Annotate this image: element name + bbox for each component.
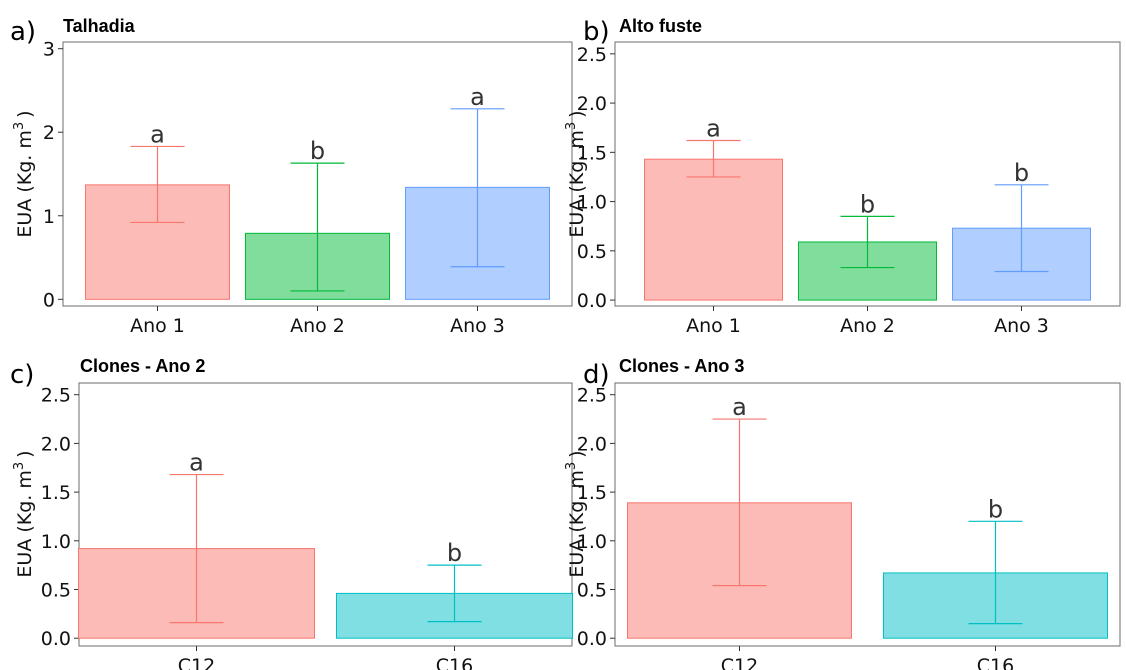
- x-tick-label: Ano 2: [840, 315, 895, 337]
- x-tick-label: Ano 3: [994, 315, 1049, 337]
- y-axis-label-superscript: 3: [564, 462, 579, 470]
- y-axis-label-text: EUA (Kg. m: [566, 470, 588, 577]
- y-axis-label: EUA (Kg. m3): [564, 450, 588, 577]
- bar: [644, 158, 783, 301]
- y-tick-label: 2.5: [577, 44, 607, 66]
- y-axis-label-text: EUA (Kg. m: [14, 470, 36, 577]
- panel-letter: a): [10, 17, 36, 47]
- significance-letter: b: [1014, 159, 1029, 187]
- x-tick-label: C12: [178, 655, 215, 670]
- x-tick-label: C16: [977, 655, 1014, 670]
- panel-letter: b): [583, 17, 610, 47]
- significance-letter: b: [447, 539, 462, 567]
- y-tick-label: 1: [43, 206, 55, 228]
- x-tick-label: C16: [436, 655, 473, 670]
- panel-letter: c): [10, 360, 34, 390]
- y-axis-label-close: ): [566, 110, 588, 117]
- y-tick-label: 1.5: [41, 482, 71, 504]
- plot-border: [614, 382, 1121, 647]
- y-axis-label: EUA (Kg. m3): [12, 450, 36, 577]
- y-tick-label: 1.0: [577, 531, 607, 553]
- panel-title: Talhadia: [63, 16, 136, 36]
- y-axis-label-text: EUA (Kg. m: [566, 130, 588, 237]
- y-tick-label: 1.5: [577, 482, 607, 504]
- x-tick-label: Ano 1: [686, 315, 741, 337]
- significance-letter: a: [706, 115, 721, 143]
- significance-letter: a: [150, 120, 165, 148]
- y-tick-label: 1.5: [577, 142, 607, 164]
- y-axis-label-superscript: 3: [12, 122, 27, 130]
- y-tick-label: 0.5: [577, 241, 607, 263]
- panel-title: Clones - Ano 3: [619, 356, 744, 376]
- significance-letter: b: [988, 495, 1003, 523]
- significance-letter: b: [310, 137, 325, 165]
- x-tick-label: Ano 1: [130, 315, 185, 337]
- y-tick-label: 0.5: [41, 580, 71, 602]
- y-tick-label: 1.0: [577, 192, 607, 214]
- panel-title: Alto fuste: [619, 16, 702, 36]
- significance-letter: a: [189, 449, 204, 477]
- y-axis-label: EUA (Kg. m3): [12, 110, 36, 237]
- y-tick-label: 2.0: [577, 93, 607, 115]
- panel-letter: d): [583, 360, 610, 390]
- y-axis-label-close: ): [14, 450, 36, 457]
- significance-letter: b: [860, 190, 875, 218]
- x-tick-label: Ano 2: [290, 315, 345, 337]
- y-axis-label: EUA (Kg. m3): [564, 110, 588, 237]
- y-tick-label: 0.0: [577, 628, 607, 650]
- y-axis-label-close: ): [566, 450, 588, 457]
- plot-border: [78, 382, 573, 647]
- y-tick-label: 2.0: [41, 433, 71, 455]
- y-tick-label: 2.5: [577, 385, 607, 407]
- y-tick-label: 3: [43, 39, 55, 61]
- y-tick-label: 0.0: [41, 628, 71, 650]
- significance-letter: a: [470, 83, 485, 111]
- y-tick-label: 0.0: [577, 290, 607, 312]
- y-tick-label: 2.0: [577, 433, 607, 455]
- y-axis-label-superscript: 3: [564, 122, 579, 130]
- significance-letter: a: [732, 393, 747, 421]
- x-tick-label: C12: [721, 655, 758, 670]
- y-tick-label: 0.5: [577, 580, 607, 602]
- y-tick-label: 2.5: [41, 385, 71, 407]
- y-tick-label: 0: [43, 289, 55, 311]
- x-tick-label: Ano 3: [450, 315, 505, 337]
- panel-title: Clones - Ano 2: [80, 356, 205, 376]
- y-tick-label: 1.0: [41, 531, 71, 553]
- y-axis-label-text: EUA (Kg. m: [14, 130, 36, 237]
- y-axis-label-close: ): [14, 110, 36, 117]
- y-tick-label: 2: [43, 122, 55, 144]
- y-axis-label-superscript: 3: [12, 462, 27, 470]
